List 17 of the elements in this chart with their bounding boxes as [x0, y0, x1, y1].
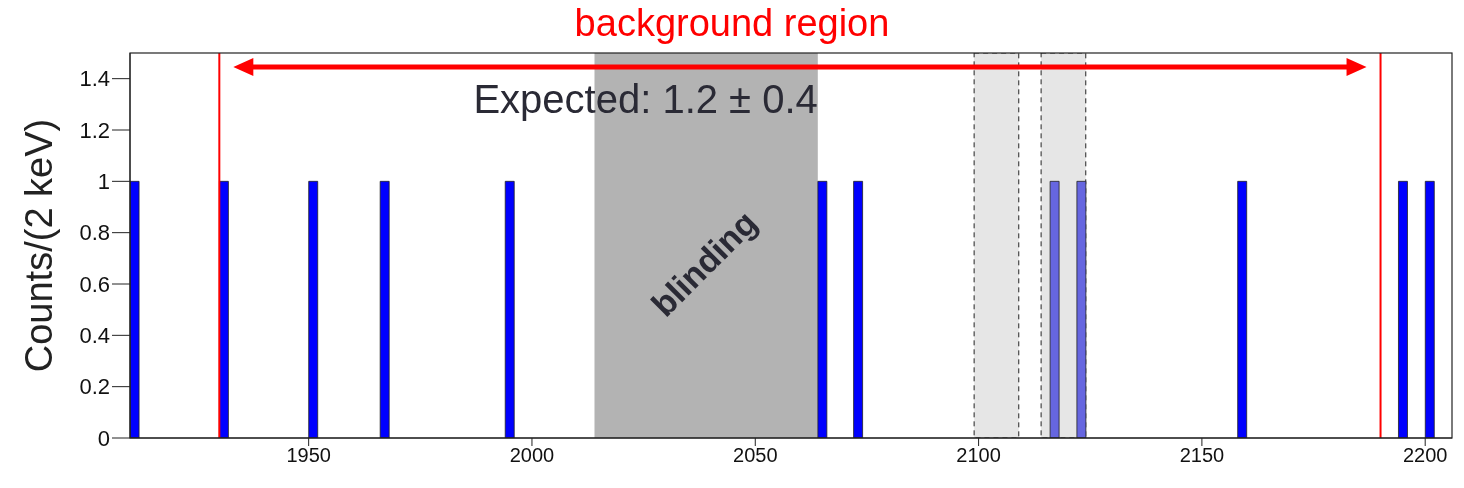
y-tick-label: 0 [97, 425, 110, 451]
x-tick-label: 2000 [509, 444, 555, 467]
y-axis-title: Counts/(2 keV) [18, 118, 61, 373]
y-tick-label: 0.6 [79, 271, 110, 297]
x-tick-label: 1950 [286, 444, 331, 467]
y-tick-label: 1 [97, 169, 110, 195]
x-tick-label: 2100 [956, 444, 1001, 467]
x-tick-label: 2200 [1402, 444, 1448, 467]
y-tick-label: 0.8 [79, 220, 110, 246]
x-tick-label: 2050 [733, 444, 778, 467]
y-tick-label: 1.4 [79, 66, 110, 92]
y-tick-label: 0.4 [79, 323, 110, 349]
y-tick-label: 0.2 [79, 374, 110, 400]
annotation: Expected: 1.2 ± 0.4 [473, 77, 818, 121]
chart-title: background region [573, 1, 891, 46]
x-tick-label: 2150 [1179, 444, 1225, 467]
y-tick-label: 1.2 [79, 117, 110, 143]
